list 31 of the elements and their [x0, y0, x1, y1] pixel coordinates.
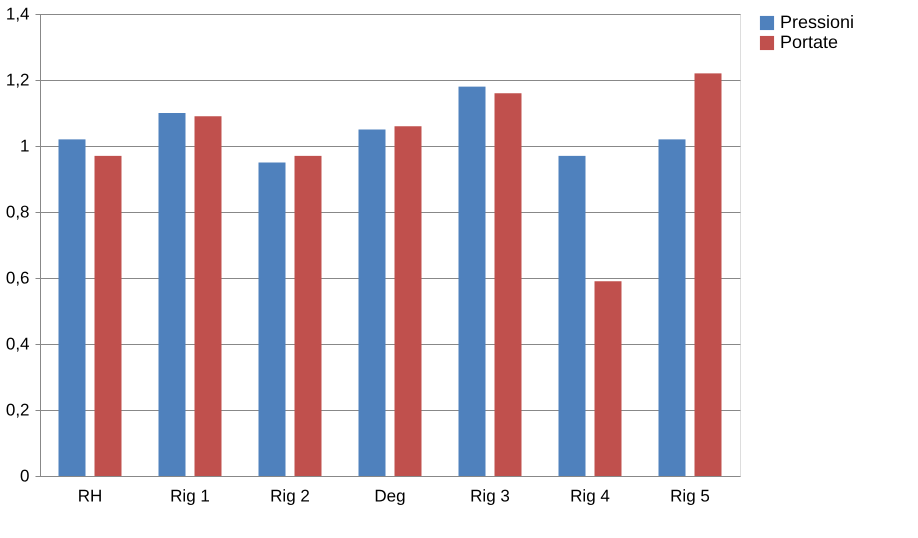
y-tick-label: 0,8	[6, 202, 30, 222]
legend-label: Pressioni	[780, 12, 854, 32]
x-tick-label: Rig 1	[170, 486, 210, 506]
x-tick-label: Deg	[374, 486, 406, 506]
x-tick-label: Rig 2	[270, 486, 310, 506]
bar	[358, 130, 386, 476]
x-tick-label: Rig 5	[670, 486, 710, 506]
bar	[658, 139, 686, 476]
y-tick-label: 1,4	[6, 4, 30, 24]
y-tick-label: 1,2	[6, 70, 30, 90]
bar	[458, 86, 486, 476]
x-tick-label: Rig 4	[570, 486, 610, 506]
bar	[594, 281, 622, 476]
y-tick-label: 0	[20, 466, 30, 486]
bar	[94, 156, 122, 476]
bar	[258, 162, 286, 476]
bar	[194, 116, 222, 476]
bar	[394, 126, 422, 476]
x-tick-label: Rig 3	[470, 486, 510, 506]
bar	[558, 156, 586, 476]
bar	[158, 113, 186, 476]
y-tick-label: 1	[20, 136, 30, 156]
y-tick-label: 0,2	[6, 400, 30, 420]
bar	[58, 139, 86, 476]
legend-label: Portate	[780, 32, 838, 52]
bar	[694, 73, 722, 476]
bar	[494, 93, 522, 476]
y-tick-label: 0,4	[6, 334, 30, 354]
x-tick-label: RH	[78, 486, 102, 506]
y-tick-label: 0,6	[6, 268, 30, 288]
bar	[294, 156, 322, 476]
